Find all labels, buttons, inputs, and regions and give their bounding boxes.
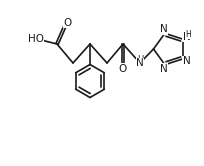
Text: O: O — [63, 17, 72, 28]
Text: N: N — [160, 64, 167, 74]
Text: N: N — [183, 56, 191, 66]
Text: H: H — [186, 30, 192, 39]
Text: H: H — [137, 55, 143, 64]
Text: N: N — [183, 32, 191, 42]
Text: N: N — [160, 24, 167, 34]
Text: N: N — [136, 58, 144, 69]
Text: O: O — [118, 64, 127, 74]
Text: HO: HO — [28, 34, 43, 44]
